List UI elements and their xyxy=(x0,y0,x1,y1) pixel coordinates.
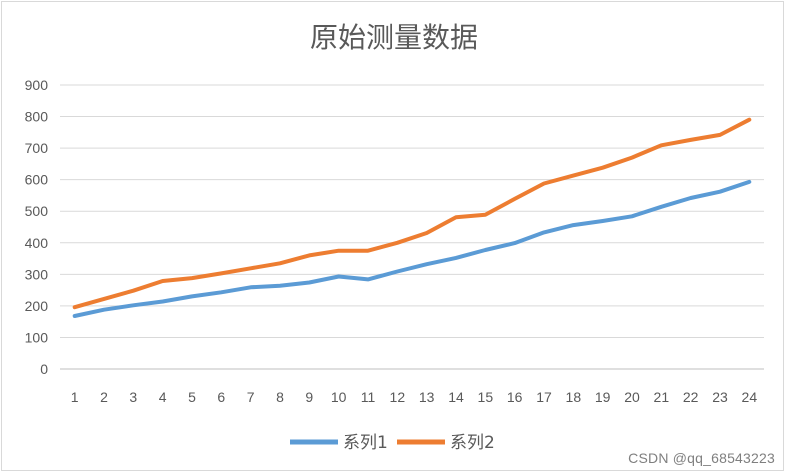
data-point xyxy=(191,277,193,279)
data-point xyxy=(426,263,428,265)
data-point xyxy=(660,144,662,146)
x-tick-label: 24 xyxy=(742,389,758,405)
data-point xyxy=(308,282,310,284)
y-tick-label: 500 xyxy=(25,203,49,219)
data-point xyxy=(103,309,105,311)
x-tick-label: 15 xyxy=(478,389,494,405)
legend-label-series-2: 系列2 xyxy=(450,433,495,453)
data-point xyxy=(690,197,692,199)
legend: 系列1 系列2 xyxy=(290,433,495,453)
data-point xyxy=(455,216,457,218)
data-point xyxy=(279,262,281,264)
data-point xyxy=(367,278,369,280)
watermark: CSDN @qq_68543223 xyxy=(628,450,775,466)
y-tick-label: 100 xyxy=(25,329,49,345)
data-point xyxy=(250,286,252,288)
x-tick-label: 1 xyxy=(71,389,79,405)
y-tick-label: 300 xyxy=(25,266,49,282)
x-tick-label: 22 xyxy=(683,389,699,405)
series-line-1 xyxy=(72,179,752,318)
data-point xyxy=(514,198,516,200)
data-point xyxy=(220,291,222,293)
data-point xyxy=(572,175,574,177)
data-point xyxy=(367,250,369,252)
y-tick-label: 200 xyxy=(25,298,49,314)
data-point xyxy=(602,167,604,169)
x-tick-label: 5 xyxy=(188,389,196,405)
data-point xyxy=(631,215,633,217)
data-point xyxy=(660,206,662,208)
data-point xyxy=(338,250,340,252)
data-point xyxy=(748,119,750,121)
x-tick-label: 4 xyxy=(159,389,167,405)
x-tick-label: 11 xyxy=(361,389,376,405)
x-tick-label: 8 xyxy=(276,389,284,405)
data-point xyxy=(690,139,692,141)
data-point xyxy=(103,298,105,300)
y-tick-label: 900 xyxy=(25,77,49,93)
data-point xyxy=(74,315,76,317)
data-point xyxy=(455,257,457,259)
y-tick-label: 0 xyxy=(40,361,48,377)
x-axis-ticks: 1 2 3 4 5 6 7 8 9 10 11 12 13 14 15 16 17 18 19 20 21 22 23 24 xyxy=(71,389,758,405)
data-point xyxy=(748,181,750,183)
x-tick-label: 9 xyxy=(305,389,313,405)
chart-title: 原始测量数据 xyxy=(310,21,478,54)
data-point xyxy=(74,306,76,308)
data-point xyxy=(132,304,134,306)
data-point xyxy=(396,242,398,244)
x-tick-label: 2 xyxy=(100,389,108,405)
data-point xyxy=(514,242,516,244)
x-tick-label: 14 xyxy=(448,389,464,405)
data-point xyxy=(162,280,164,282)
legend-label-series-1: 系列1 xyxy=(343,433,388,453)
series-lines xyxy=(72,117,752,318)
y-tick-label: 400 xyxy=(25,235,49,251)
x-tick-label: 18 xyxy=(566,389,582,405)
data-point xyxy=(631,157,633,159)
x-tick-label: 3 xyxy=(129,389,137,405)
data-point xyxy=(602,220,604,222)
data-point xyxy=(719,134,721,136)
data-point xyxy=(572,224,574,226)
x-tick-label: 13 xyxy=(419,389,435,405)
data-point xyxy=(250,267,252,269)
x-tick-label: 6 xyxy=(217,389,225,405)
data-point xyxy=(220,272,222,274)
x-tick-label: 7 xyxy=(247,389,255,405)
data-point xyxy=(484,249,486,251)
data-point xyxy=(338,276,340,278)
data-point xyxy=(132,290,134,292)
y-tick-label: 800 xyxy=(25,109,49,125)
data-point xyxy=(719,191,721,193)
series-line-2 xyxy=(72,117,752,310)
x-tick-label: 21 xyxy=(654,389,670,405)
x-tick-label: 10 xyxy=(331,389,347,405)
data-point xyxy=(543,182,545,184)
x-tick-label: 23 xyxy=(712,389,728,405)
data-point xyxy=(279,285,281,287)
data-point xyxy=(191,295,193,297)
x-tick-label: 17 xyxy=(536,389,552,405)
data-point xyxy=(484,214,486,216)
y-tick-label: 600 xyxy=(25,172,49,188)
x-tick-label: 19 xyxy=(595,389,611,405)
x-tick-label: 16 xyxy=(507,389,523,405)
x-tick-label: 20 xyxy=(624,389,640,405)
data-point xyxy=(308,254,310,256)
y-tick-label: 700 xyxy=(25,140,49,156)
data-point xyxy=(162,300,164,302)
x-tick-label: 12 xyxy=(390,389,406,405)
data-point xyxy=(543,231,545,233)
y-axis-ticks: 0 100 200 300 400 500 600 700 800 900 xyxy=(25,77,49,377)
data-point xyxy=(426,232,428,234)
grid-lines xyxy=(60,84,764,370)
data-point xyxy=(396,270,398,272)
